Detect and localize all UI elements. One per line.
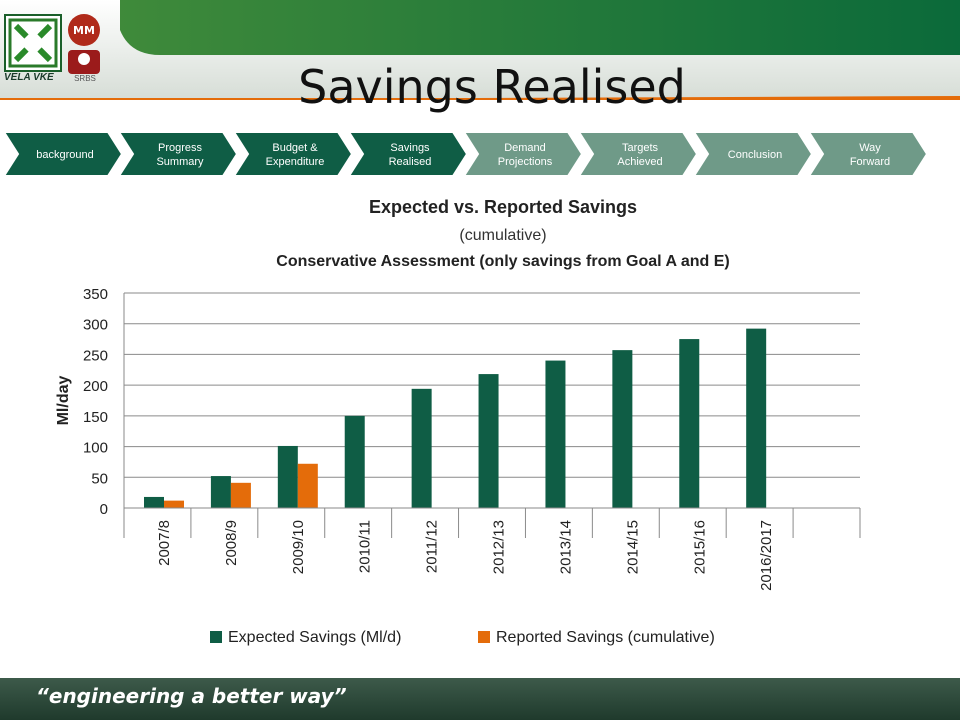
bar-expected-7	[612, 350, 633, 508]
logo-left-text: VELA VKE	[4, 72, 54, 83]
nav-item-label: Budget &	[272, 142, 318, 154]
chart-title: Expected vs. Reported Savings	[369, 197, 637, 217]
nav-item-label: Achieved	[617, 156, 662, 168]
nav-item-2[interactable]: Budget & Expenditure	[232, 131, 354, 177]
y-tick-label: 300	[83, 317, 108, 334]
y-tick-label: 0	[100, 501, 108, 518]
y-tick-label: 100	[83, 440, 108, 457]
x-tick-label: 2012/13	[491, 520, 508, 574]
x-tick-label: 2008/9	[223, 520, 240, 566]
x-tick-label: 2013/14	[557, 520, 574, 574]
bar-expected-1	[210, 476, 231, 508]
bar-expected-5	[478, 374, 499, 508]
nav-item-label: Forward	[850, 156, 890, 168]
nav-item-5[interactable]: Targets Achieved	[577, 131, 699, 177]
nav-item-3[interactable]: Savings Realised	[347, 131, 469, 177]
y-axis-label: Ml/day	[55, 376, 72, 426]
page-title: Savings Realised	[298, 60, 686, 114]
navigation-bar: background Progress Summary Budget & Expendi…	[2, 131, 929, 177]
vela-vke-logo	[4, 14, 62, 72]
nav-item-1[interactable]: Progress Summary	[117, 131, 239, 177]
bar-reported-0	[164, 500, 184, 508]
nav-item-label: background	[36, 149, 94, 161]
y-tick-label: 200	[83, 378, 108, 395]
x-tick-label: 2007/8	[156, 520, 173, 566]
nav-item-label: Projections	[498, 156, 553, 168]
bar-expected-6	[545, 360, 566, 508]
y-tick-label: 150	[83, 409, 108, 426]
x-tick-label: 2016/2017	[758, 520, 775, 591]
nav-item-label: Demand	[504, 142, 546, 154]
nav-item-label: Expenditure	[266, 156, 325, 168]
srbs-logo	[68, 50, 100, 74]
bar-expected-0	[144, 496, 164, 508]
slogan-text: “engineering a better way”	[36, 684, 347, 708]
y-tick-label: 250	[83, 347, 108, 364]
savings-chart: Expected vs. Reported Savings (cumulative…	[55, 197, 861, 646]
x-tick-label: 2011/12	[424, 520, 441, 573]
nav-item-0[interactable]: background	[2, 131, 124, 177]
x-tick-label: 2009/10	[290, 520, 307, 574]
nav-item-label: Summary	[156, 156, 204, 168]
slide-header: VELA VKE MM SRBS	[0, 0, 960, 100]
nav-item-label: Conclusion	[728, 149, 782, 161]
bar-expected-3	[344, 415, 365, 508]
mm-logo: MM	[68, 14, 100, 46]
nav-item-label: Realised	[389, 156, 432, 168]
logo-right-text: SRBS	[74, 74, 96, 83]
legend-label: Reported Savings (cumulative)	[496, 629, 715, 646]
chart-subtitle-2: Conservative Assessment (only savings fr…	[276, 253, 729, 270]
x-tick-label: 2014/15	[624, 520, 641, 574]
nav-item-label: Targets	[622, 142, 659, 154]
nav-item-label: Progress	[158, 142, 203, 154]
x-tick-label: 2015/16	[691, 520, 708, 574]
bar-expected-2	[277, 445, 298, 508]
y-tick-label: 350	[83, 286, 108, 303]
legend-swatch	[210, 631, 222, 643]
bar-expected-9	[746, 328, 767, 508]
nav-item-4[interactable]: Demand Projections	[462, 131, 584, 177]
legend-swatch	[478, 631, 490, 643]
bar-reported-2	[297, 463, 318, 508]
bar-reported-1	[230, 482, 251, 508]
svg-text:MM: MM	[73, 24, 95, 37]
footer-bar	[0, 678, 960, 720]
nav-item-label: Savings	[390, 142, 430, 154]
nav-item-7[interactable]: Way Forward	[807, 131, 929, 177]
bar-expected-8	[679, 339, 700, 508]
y-tick-label: 50	[91, 470, 108, 487]
nav-item-label: Way	[859, 142, 881, 154]
nav-item-6[interactable]: Conclusion	[692, 131, 814, 177]
chart-subtitle: (cumulative)	[459, 227, 546, 244]
header-background	[0, 0, 960, 100]
bar-expected-4	[411, 388, 432, 508]
x-tick-label: 2010/11	[357, 520, 374, 573]
legend-label: Expected Savings (Ml/d)	[228, 629, 401, 646]
